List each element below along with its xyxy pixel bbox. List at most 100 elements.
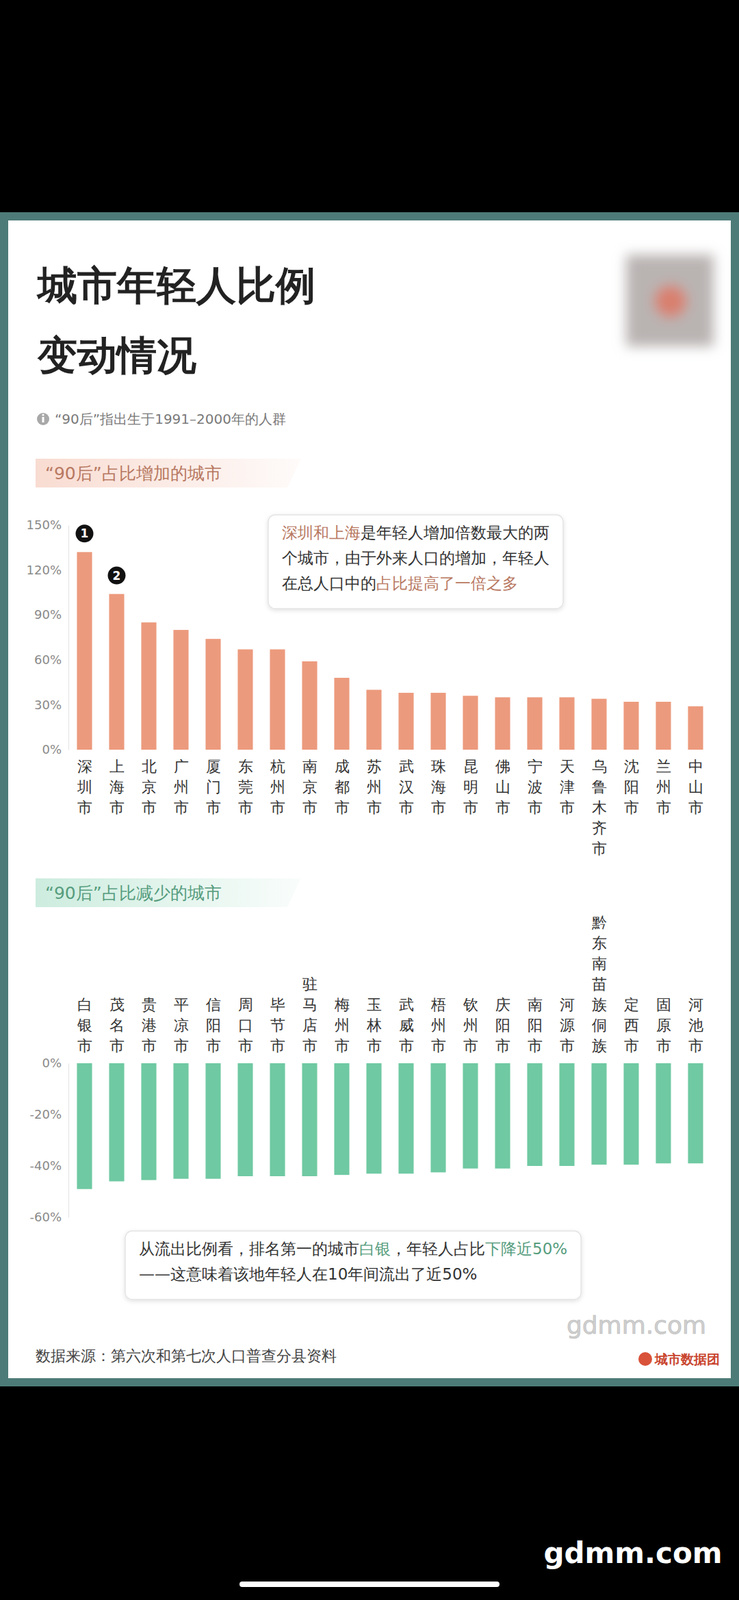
info-icon-dot — [41, 413, 44, 416]
bar — [398, 1062, 414, 1173]
bar — [140, 1062, 157, 1180]
tick: 120% — [26, 562, 69, 577]
tick-label: -20% — [29, 1106, 62, 1121]
bar — [333, 677, 349, 750]
brand: 城市数据团 — [654, 1350, 720, 1366]
category-label: 广州市 — [173, 757, 189, 816]
category-label: 上海市 — [109, 757, 125, 816]
annotation-run: 从流出比例看，排名第一的城市 — [138, 1239, 360, 1257]
bar — [398, 692, 414, 750]
logo-block — [626, 254, 714, 347]
bar — [655, 701, 671, 750]
category-label: 武威市 — [398, 995, 414, 1054]
bar — [687, 1062, 703, 1163]
tick-label: 0% — [41, 741, 62, 757]
tick-label: -40% — [29, 1157, 62, 1173]
section-banner — [35, 877, 302, 907]
bar — [269, 648, 285, 750]
rank-badge — [75, 524, 94, 542]
category-label: 梧州市 — [430, 995, 447, 1054]
category-label: 庆阳市 — [495, 995, 511, 1054]
watermark: gdmm.com — [566, 1310, 707, 1339]
tick: 150% — [26, 517, 69, 532]
category-label: 南京市 — [302, 757, 318, 816]
annotation-line: 从流出比例看，排名第一的城市白银，年轻人占比下降近50% — [138, 1239, 568, 1257]
card — [4, 216, 735, 1382]
category-label: 信阳市 — [205, 995, 222, 1054]
tick: 90% — [34, 606, 69, 622]
annotation-run: 白银 — [359, 1239, 391, 1257]
tick: -20% — [29, 1106, 69, 1121]
annotation: 从流出比例看，排名第一的城市白银，年轻人占比下降近50% ——这意味着该地年轻人在… — [125, 1230, 581, 1299]
category-label: 定西市 — [624, 995, 640, 1054]
annotation-box — [268, 514, 564, 609]
category-label: 周口市 — [238, 995, 254, 1054]
category-label: 杭州市 — [269, 757, 286, 816]
bar — [462, 695, 478, 750]
category-label: 平凉市 — [173, 995, 189, 1054]
bar — [591, 1062, 607, 1164]
tick: 0% — [41, 741, 69, 757]
tick-label: 150% — [26, 517, 62, 532]
bar — [301, 660, 317, 750]
bar — [366, 689, 382, 750]
bar — [237, 1062, 253, 1176]
bar — [366, 1062, 382, 1173]
section-banner — [35, 458, 302, 488]
bar — [140, 621, 157, 750]
tick: 60% — [34, 652, 69, 667]
bar — [687, 706, 703, 750]
annotation: 深圳和上海是年轻人增加倍数最大的两个城市，由于外来人口的增加，年轻人在总人口中的… — [268, 514, 564, 609]
logo-dot — [654, 284, 687, 318]
bar — [76, 551, 92, 750]
annotation-line: 深圳和上海是年轻人增加倍数最大的两 — [281, 523, 550, 542]
rank-label: 1 — [80, 526, 89, 540]
category-label: 乌鲁木齐市 — [591, 757, 607, 857]
bar — [623, 1062, 639, 1164]
bar — [591, 698, 607, 750]
annotation-run: 占比提高了一倍之多 — [376, 574, 518, 592]
category-label: 固原市 — [656, 995, 672, 1054]
annotation-line: 在总人口中的占比提高了一倍之多 — [281, 574, 518, 592]
tick: -60% — [29, 1209, 69, 1224]
annotation-run: 在总人口中的 — [281, 574, 377, 592]
brand-icon — [638, 1351, 653, 1366]
home-indicator — [239, 1580, 500, 1587]
source: 数据来源：第六次和第七次人口普查分县资料 — [35, 1346, 337, 1364]
annotation-run: 下降近50% — [485, 1239, 568, 1257]
category-label: 钦州市 — [462, 995, 479, 1054]
bar — [623, 701, 639, 750]
bar — [430, 1062, 446, 1172]
bar — [430, 692, 446, 750]
bar — [76, 1062, 92, 1189]
category-label: 深圳市 — [76, 757, 93, 816]
bar — [526, 696, 542, 750]
chart: “90后”占比增加的城市0%30%60%90%120%150%深圳市上海市北京市… — [26, 458, 704, 857]
bar — [173, 629, 189, 750]
info-icon-bar — [42, 416, 45, 423]
axis-line — [68, 1063, 70, 1218]
bar — [494, 1062, 510, 1169]
screen-background — [0, 0, 739, 1600]
rank-badge — [108, 566, 126, 585]
tick-label: 60% — [34, 652, 62, 667]
category-label: 佛山市 — [495, 757, 511, 816]
category-label: 白银市 — [76, 995, 93, 1054]
bar — [655, 1062, 671, 1163]
bar — [205, 1062, 221, 1179]
annotation-run: 深圳和上海 — [281, 523, 361, 542]
annotation-run: 是年轻人增加倍数最大的两 — [360, 523, 550, 542]
annotation-line: ——这意味着该地年轻人在10年间流出了近50% — [138, 1264, 477, 1283]
category-label: 成都市 — [334, 757, 350, 816]
axis-line — [68, 525, 70, 750]
rank-label: 2 — [112, 568, 122, 583]
watermark: gdmm.com — [543, 1535, 722, 1570]
tick-label: 0% — [41, 1055, 62, 1070]
annotation-run: 个城市，由于外来人口的增加，年轻人 — [281, 548, 550, 567]
category-label: 黔东南苗族侗族 — [591, 913, 607, 1054]
bar — [173, 1062, 189, 1179]
title: 城市年轻人比例 — [36, 262, 316, 309]
bar — [462, 1062, 478, 1169]
section-title: “90后”占比减少的城市 — [45, 882, 222, 903]
category-label: 毕节市 — [270, 995, 286, 1054]
